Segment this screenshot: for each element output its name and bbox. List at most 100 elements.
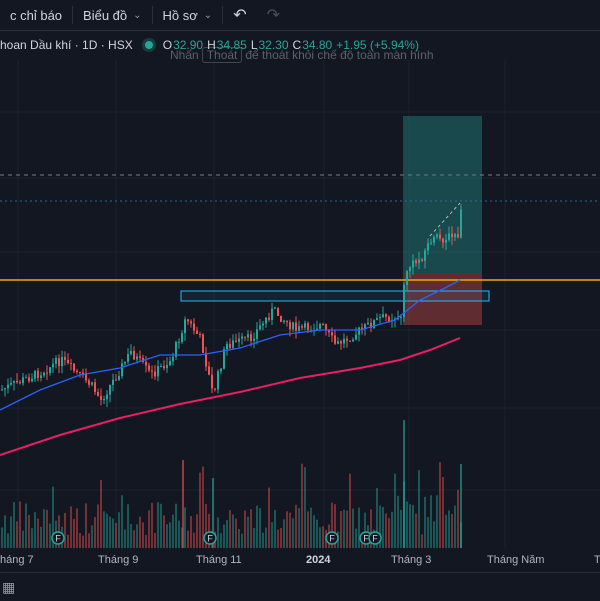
- volume-bar: [151, 502, 153, 548]
- open-label: O: [162, 38, 173, 52]
- event-marker-circle: [51, 531, 65, 545]
- top-toolbar: c chỉ báo Biểu đồ ⌄ Hồ sơ ⌄ ↶ ↷: [0, 0, 600, 31]
- market-status-dot: [144, 41, 153, 49]
- candle-body: [109, 385, 111, 395]
- candle-body: [259, 325, 261, 330]
- indicators-button[interactable]: c chỉ báo: [0, 0, 72, 30]
- event-marker-label: F: [55, 534, 61, 544]
- volume-bar: [349, 473, 351, 548]
- candle-body: [151, 370, 153, 372]
- volume-bar: [229, 510, 231, 548]
- volume-bar: [187, 530, 189, 548]
- chart-menu-button[interactable]: Biểu đồ ⌄: [73, 0, 151, 30]
- volume-bar: [169, 522, 171, 548]
- volume-bar: [232, 514, 234, 548]
- candle-body: [451, 233, 453, 238]
- volume-bar: [205, 504, 207, 548]
- candle-body: [136, 356, 138, 360]
- indicators-label: c chỉ báo: [10, 7, 63, 23]
- candle-body: [355, 334, 357, 340]
- candle-body: [178, 341, 180, 343]
- candle-body: [358, 327, 360, 335]
- candle-body: [154, 371, 156, 377]
- candle-body: [340, 341, 342, 344]
- candle-body: [115, 379, 117, 381]
- volume-bar: [343, 509, 345, 548]
- candle-body: [331, 332, 333, 336]
- candle-body: [262, 323, 264, 326]
- volume-bar: [118, 512, 120, 548]
- volume-bar: [277, 529, 279, 548]
- event-marker-label: F: [207, 534, 213, 544]
- event-marker: F: [51, 531, 65, 545]
- time-axis[interactable]: háng 7 Tháng 9 Tháng 11 2024 Tháng 3 Thá…: [0, 548, 600, 570]
- candle-body: [280, 315, 282, 322]
- candle-body: [16, 380, 18, 383]
- candle-body: [406, 271, 408, 285]
- volume-bar: [148, 510, 150, 548]
- volume-bar: [412, 504, 414, 548]
- candle-body: [76, 370, 78, 372]
- candle-body: [265, 317, 267, 324]
- candle-body: [436, 234, 438, 237]
- hint-key: Thoát: [201, 47, 243, 63]
- candle-body: [445, 239, 447, 243]
- candle-body: [295, 322, 297, 331]
- candle-body: [292, 322, 294, 330]
- candle-body: [199, 334, 201, 336]
- candle-body: [145, 361, 147, 366]
- volume-bar: [313, 515, 315, 548]
- volume-bar: [376, 488, 378, 548]
- profile-menu-button[interactable]: Hồ sơ ⌄: [153, 0, 223, 30]
- candle-body: [121, 363, 123, 377]
- volume-bar: [334, 504, 336, 548]
- short-moving-average-line: [0, 279, 461, 411]
- volume-bar: [283, 519, 285, 548]
- volume-bar: [370, 509, 372, 548]
- volume-bar: [397, 495, 399, 548]
- volume-bar: [274, 509, 276, 548]
- calendar-icon[interactable]: ▦: [2, 579, 16, 595]
- candle-body: [283, 320, 285, 322]
- candle-body: [250, 334, 252, 341]
- volume-bar: [457, 489, 459, 548]
- undo-icon[interactable]: ↶: [233, 7, 247, 24]
- candle-body: [397, 318, 399, 320]
- volume-bar: [454, 505, 456, 548]
- volume-bar: [145, 534, 147, 548]
- candle-body: [163, 366, 165, 369]
- candle-body: [169, 361, 171, 366]
- volume-bar: [424, 496, 426, 548]
- volume-bar: [388, 518, 390, 548]
- candle-body: [370, 322, 372, 329]
- symbol-title[interactable]: hoan Dầu khí · 1D · HSX: [0, 38, 133, 52]
- high-value: 34.85: [216, 38, 247, 52]
- volume-bar: [385, 513, 387, 548]
- volume-bar: [175, 503, 177, 548]
- candle-body: [403, 284, 405, 317]
- candle-body: [1, 389, 3, 391]
- candle-body: [175, 341, 177, 357]
- volume-bar: [322, 526, 324, 548]
- candle-body: [13, 380, 15, 383]
- volume-bar: [4, 515, 6, 548]
- volume-bar: [85, 503, 87, 548]
- volume-bar: [241, 533, 243, 548]
- volume-bar: [238, 528, 240, 548]
- volume-bar: [19, 501, 21, 548]
- candle-body: [388, 316, 390, 322]
- candle-body: [409, 267, 411, 272]
- event-marker: F: [325, 531, 339, 545]
- candle-body: [352, 339, 354, 342]
- redo-icon[interactable]: ↷: [266, 7, 280, 24]
- candle-body: [346, 338, 348, 341]
- candle-body: [427, 243, 429, 251]
- volume-bar: [160, 503, 162, 548]
- volume-bar: [307, 511, 309, 548]
- volume-bar: [46, 509, 48, 548]
- volume-bar: [52, 486, 54, 548]
- volume-bar: [184, 507, 186, 548]
- fullscreen-hint: Nhấn Thoát để thoát khỏi chế độ toàn màn h…: [170, 47, 434, 63]
- candle-body: [148, 365, 150, 371]
